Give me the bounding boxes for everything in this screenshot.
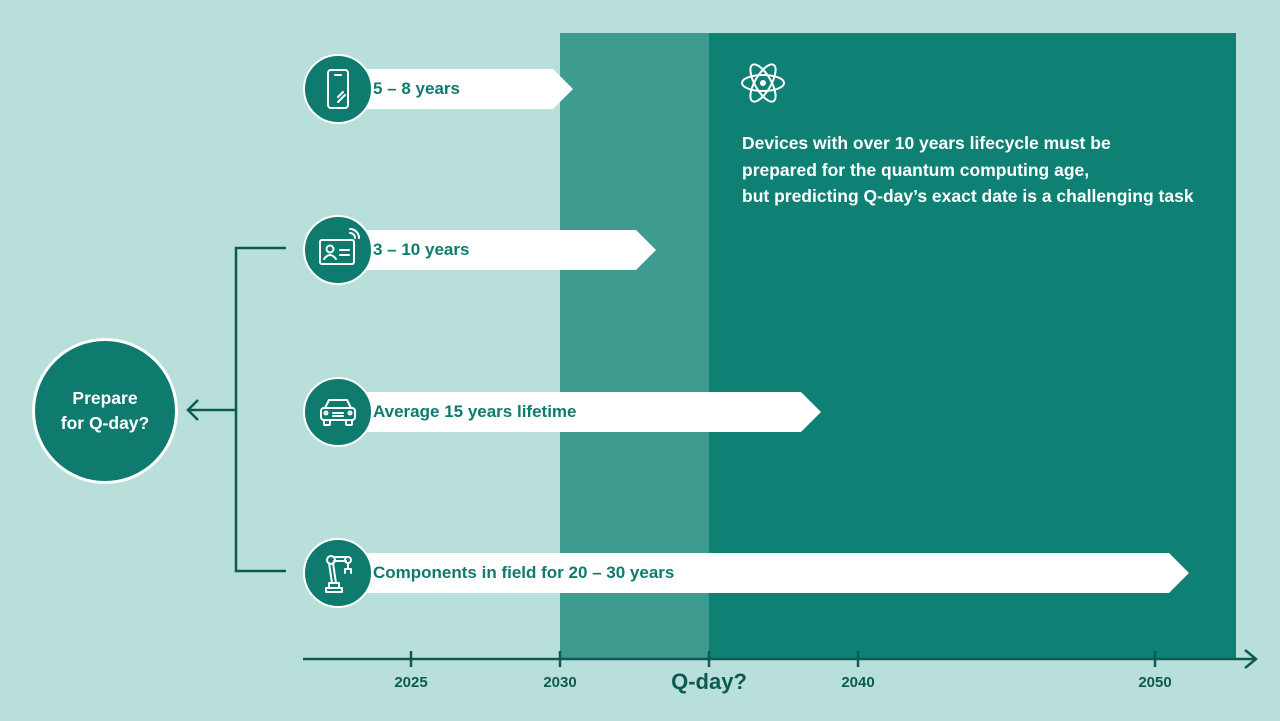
atom-icon [741, 63, 785, 103]
lifetime-arrow: 3 – 10 years [323, 230, 656, 270]
device-row-car: Average 15 years lifetime [303, 377, 821, 447]
prepare-line-2: for Q-day? [60, 413, 150, 433]
device-row-industrial: Components in field for 20 – 30 years [303, 538, 1189, 608]
prepare-for-qday-circle: Prepare for Q-day? [32, 338, 178, 484]
car-icon [320, 399, 356, 426]
info-line-3: but predicting Q-day’s exact date is a c… [742, 186, 1194, 206]
lifetime-label: Average 15 years lifetime [373, 402, 577, 421]
prepare-line-1: Prepare [72, 388, 138, 408]
lifetime-arrow: Average 15 years lifetime [323, 392, 821, 432]
lifetime-label: 5 – 8 years [373, 79, 460, 98]
info-line-2: prepared for the quantum computing age, [742, 159, 1090, 180]
device-icon-circle [303, 538, 373, 608]
id-card-icon [319, 228, 360, 265]
info-line-1: Devices with over 10 years lifecycle mus… [742, 133, 1111, 153]
device-row-id-card: 3 – 10 years [303, 215, 656, 285]
lifetime-label: 3 – 10 years [373, 240, 470, 259]
lifetime-label: Components in field for 20 – 30 years [373, 563, 675, 582]
info-text: Devices with over 10 years lifecycle mus… [742, 130, 1222, 210]
tick-label-2040: 2040 [841, 674, 875, 691]
tick-label-2025: 2025 [394, 674, 428, 691]
smartphone-icon [327, 69, 349, 109]
lifetime-arrow: Components in field for 20 – 30 years [323, 553, 1189, 593]
device-icon-circle [303, 54, 373, 124]
device-icon-circle [303, 377, 373, 447]
tick-label-2030: 2030 [543, 674, 577, 691]
qday-label: Q-day? [671, 669, 747, 694]
robot-arm-icon [325, 555, 352, 593]
device-row-smartphone: 5 – 8 years [303, 54, 573, 124]
device-icon-circle [303, 215, 373, 285]
tick-label-2050: 2050 [1138, 674, 1172, 691]
